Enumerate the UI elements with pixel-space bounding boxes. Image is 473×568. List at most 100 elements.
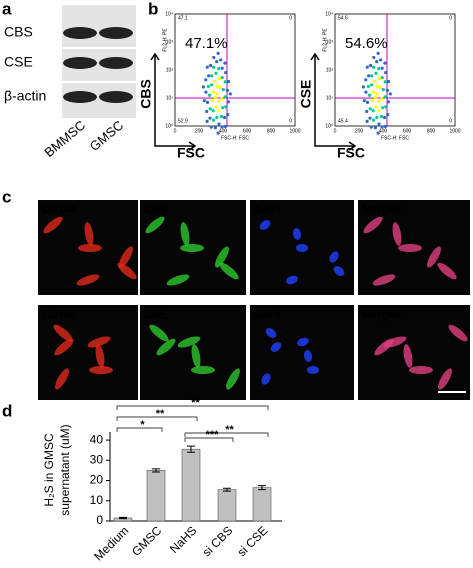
flow-y-tick: 10¹ [166,95,174,101]
flow-x-tick: 0 [174,128,177,134]
flow-dot [219,58,223,62]
flow-y-tick: 10¹ [326,95,334,101]
flow-dot [366,84,370,89]
flow-x-tick: 600 [403,128,412,134]
flow-axis-name: FSC-H: FSC [381,135,409,141]
flow-x-label: FSC [177,145,205,161]
flow-dot [377,76,381,81]
quadrant-value: 47.1 [178,15,188,21]
cell [156,338,176,356]
flow-dot [376,51,380,55]
significance-bracket [116,416,198,421]
cell [191,344,201,368]
flow-marker: CSE [298,80,314,109]
cell [177,336,201,348]
significance-label: ** [191,397,200,409]
y-tick-label: 20 [90,473,104,487]
flow-dot [388,92,392,96]
flow-y-tick: 10³ [326,39,334,45]
flow-dot [207,74,211,78]
flow-dot [223,95,227,99]
panel-label: c [2,187,11,206]
significance-bracket [184,437,234,442]
stain-label: CSE [144,309,167,321]
flow-dot [367,93,372,97]
flow-axis-name: FL2-H: PE [322,28,328,52]
y-axis-label: H₂S in GMSC [42,433,56,507]
flow-x-tick: 0 [334,128,337,134]
flow-y-tick: 10⁰ [325,123,333,129]
flow-dot [209,83,214,87]
cell [55,368,69,390]
flow-dot [212,118,216,122]
cell [437,262,457,280]
flow-x-tick: 400 [379,128,388,134]
quadrant-value: 52.9 [178,118,188,124]
flow-dot [375,115,379,120]
flow-percent: 54.6% [345,35,388,52]
error-bar [187,445,195,453]
flow-x-tick: 800 [427,128,436,134]
flow-dot [226,100,230,104]
significance-bracket [116,427,163,432]
flow-dot [220,75,224,80]
y-axis-label: supernatant (uM) [58,424,72,515]
flow-axis-name: FL2-H: PE [162,28,168,52]
cell [403,344,413,368]
flow-dot [364,78,368,82]
flow-dot [214,105,218,109]
blot-row-label: CSE [4,54,33,70]
flow-dot [217,67,221,71]
flow-dot [381,87,385,92]
blot-row-label: β-actin [4,88,46,104]
flow-dot [215,84,219,88]
flow-dot [205,65,209,69]
flow-dot [361,85,365,89]
flow-dot [224,105,228,109]
flow-dot [383,61,387,65]
quadrant-value: 45.4 [338,118,348,124]
flow-dot [369,125,373,129]
panel-label: b [148,0,158,18]
flow-dot [383,115,387,120]
flow-dot [375,92,379,96]
flow-dot [217,122,221,126]
cell [215,246,229,268]
significance-label: * [140,419,145,431]
flow-dot [208,116,212,120]
cell [329,251,339,263]
flow-dot [374,71,378,75]
cell [438,368,452,390]
cell [363,216,383,234]
flow-dot [368,107,372,111]
flow-dot [221,87,225,92]
cell [292,228,302,240]
flow-dot [368,63,373,68]
cell [166,274,190,286]
flow-dot [387,79,391,84]
flow-dot [216,51,220,55]
stain-label: Merged [362,309,401,321]
flow-dot [220,106,225,110]
cell [259,220,271,230]
flow-dot [215,60,219,64]
flow-dot [202,99,206,103]
flow-dot [210,98,214,102]
significance-label: *** [206,429,220,441]
flow-axis-name: FSC-H: FSC [221,135,249,141]
flow-dot [217,99,221,104]
cell [286,275,298,285]
flow-dot [211,65,216,69]
cell [95,344,105,368]
flow-dot [371,65,376,69]
cell [149,324,169,342]
cell [448,324,468,342]
flow-dot [211,109,215,113]
flow-dot [370,98,374,102]
flow-dot [224,71,228,75]
flow-dot [374,96,378,100]
flow-y-tick: 10² [166,67,174,73]
flow-dot [364,90,368,94]
flow-dot [367,74,371,78]
